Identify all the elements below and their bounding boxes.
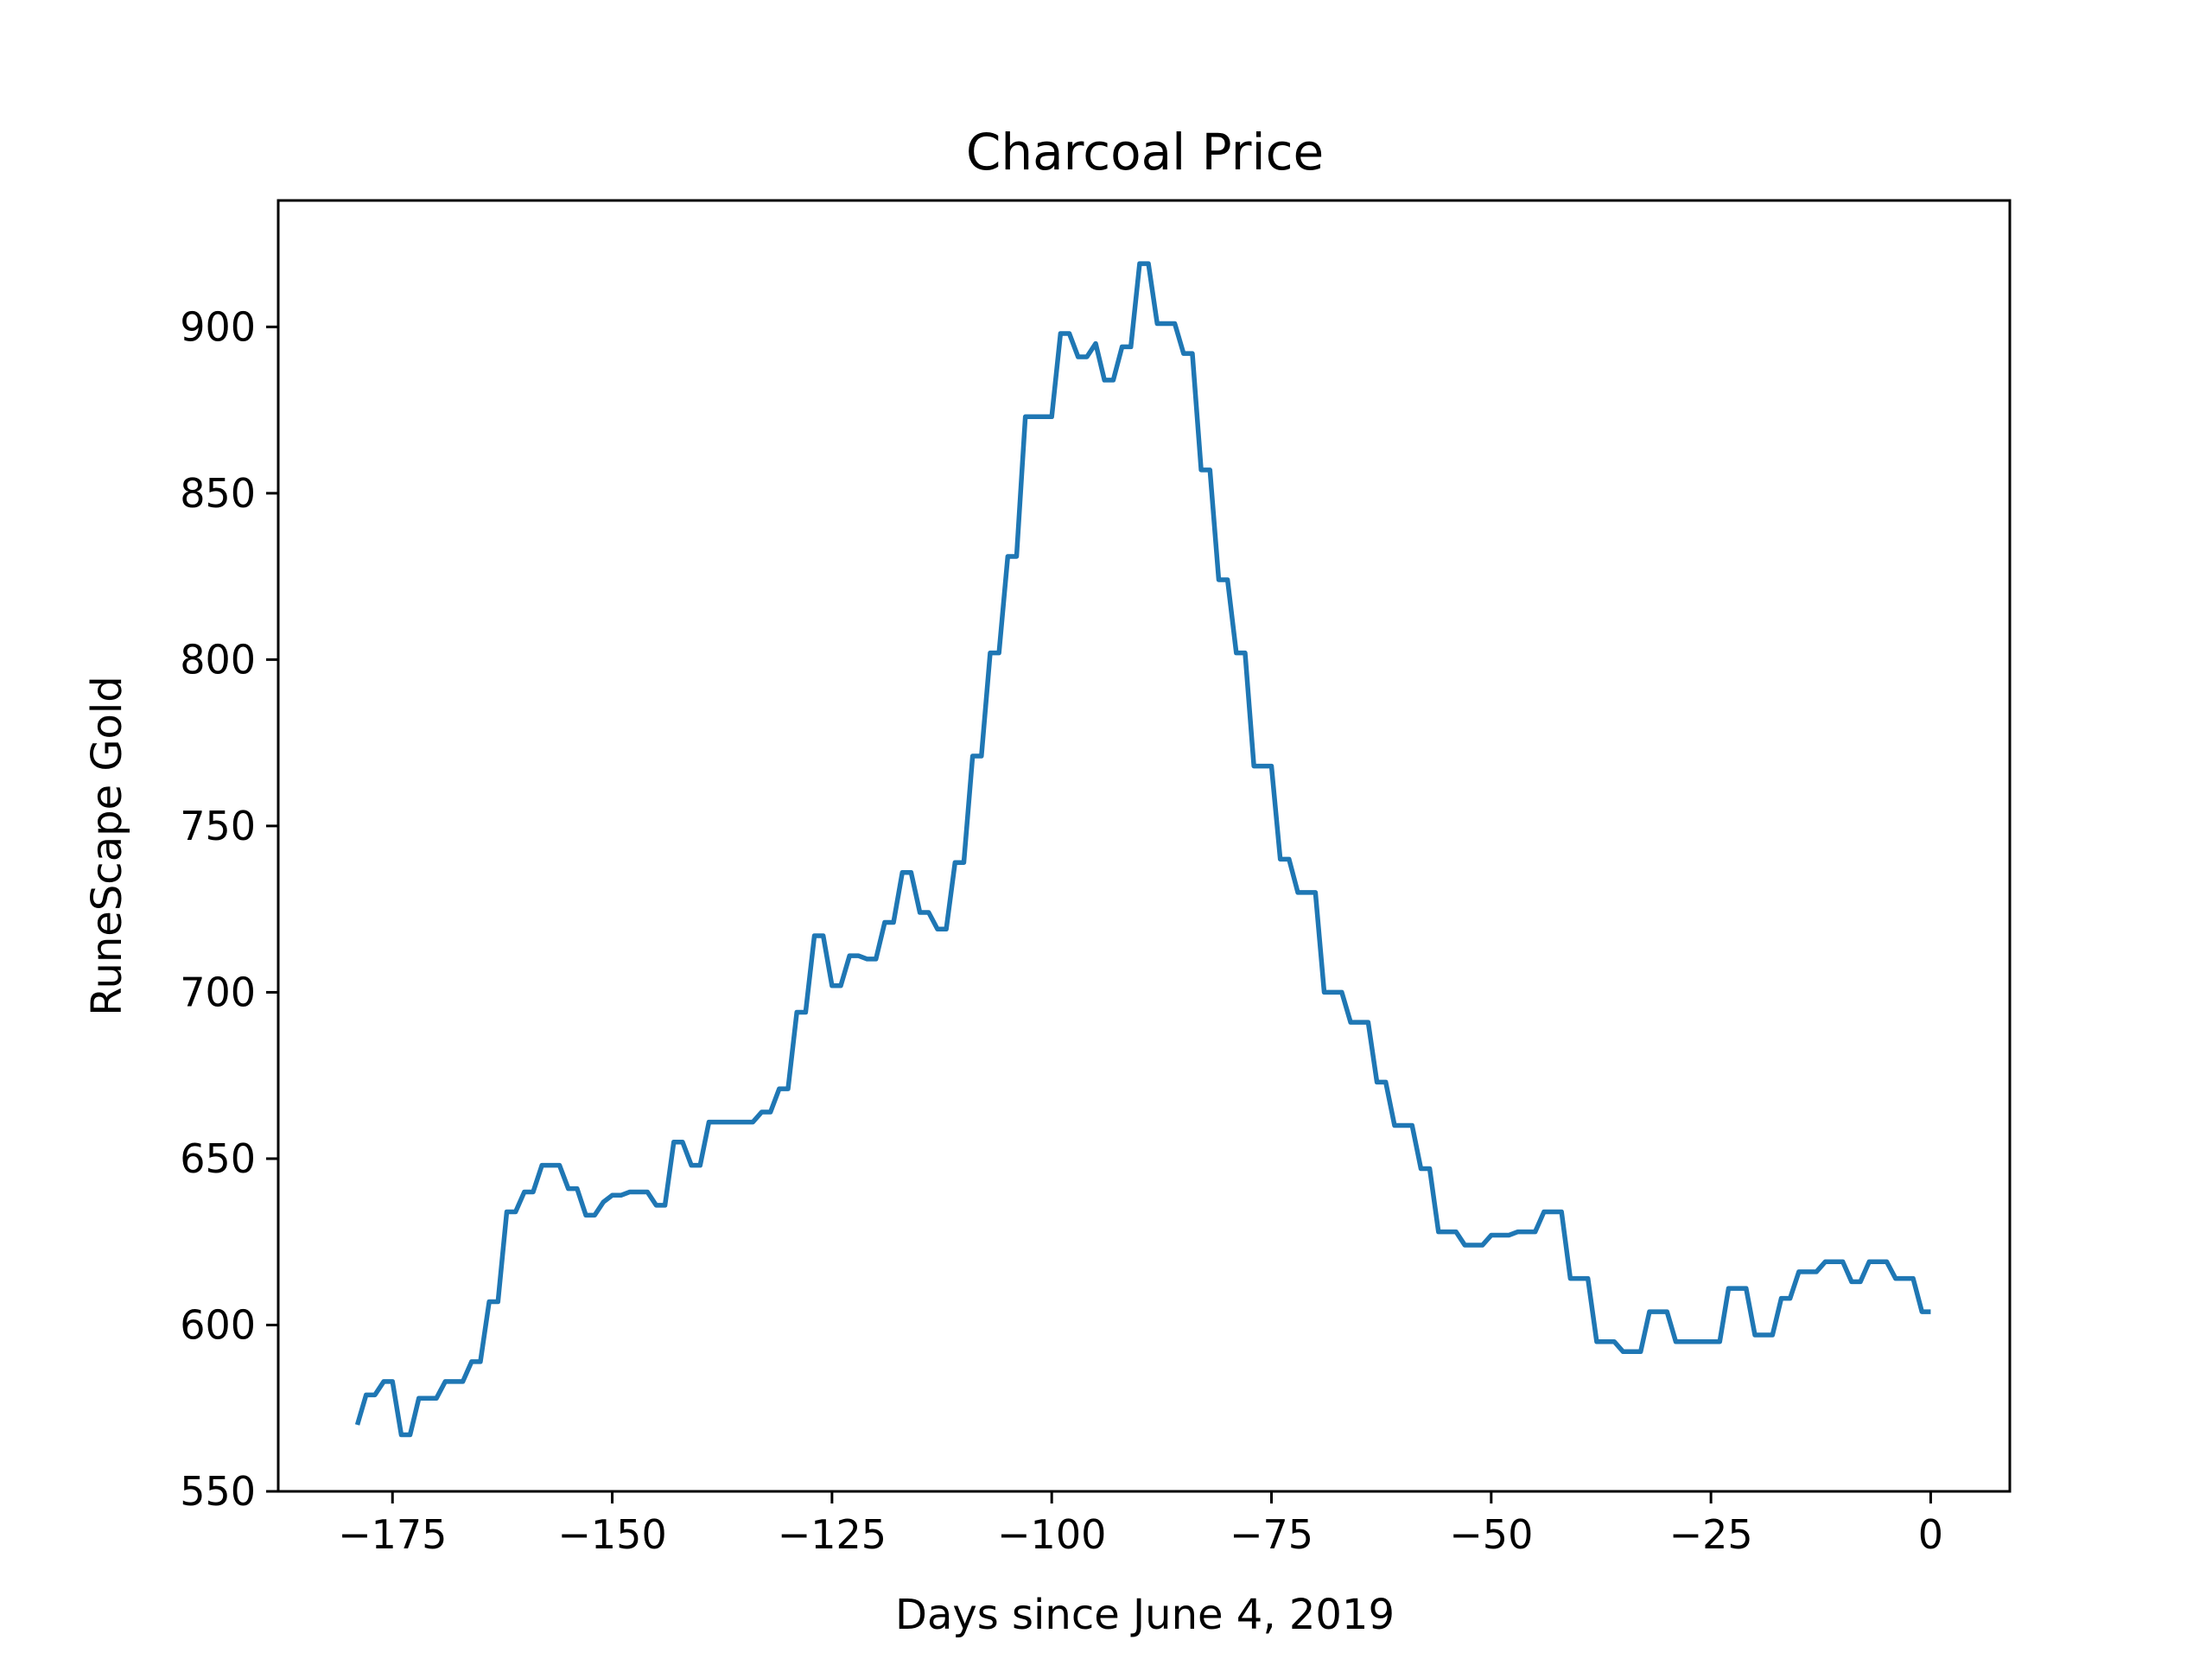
x-axis: −175 −150 −125 −100 −75 −50 −25 0 [338,1491,1943,1558]
x-tick-label: −175 [338,1511,447,1558]
series-line [354,261,1931,1438]
y-tick-label: 700 [180,969,256,1015]
x-tick-label: −75 [1230,1511,1313,1558]
y-tick-label: 550 [180,1468,256,1515]
plot-frame [276,199,2012,1493]
x-tick-label: −25 [1669,1511,1753,1558]
y-tick-label: 650 [180,1135,256,1182]
x-tick-label: −150 [557,1511,666,1558]
x-tick-label: −50 [1449,1511,1533,1558]
y-tick-label: 750 [180,803,256,849]
y-axis-label: RuneScape Gold [83,676,131,1015]
x-tick-label: −125 [778,1511,887,1558]
y-tick-label: 900 [180,303,256,350]
y-axis: 550 600 650 700 750 800 850 900 [180,303,278,1515]
chart-title: Charcoal Price [966,123,1324,181]
x-tick-label: −100 [997,1511,1106,1558]
x-tick-label: 0 [1918,1511,1943,1558]
y-tick-label: 850 [180,470,256,517]
x-axis-label: Days since June 4, 2019 [895,1591,1395,1639]
y-tick-label: 600 [180,1301,256,1348]
y-tick-label: 800 [180,636,256,683]
plot-area [354,261,1931,1438]
